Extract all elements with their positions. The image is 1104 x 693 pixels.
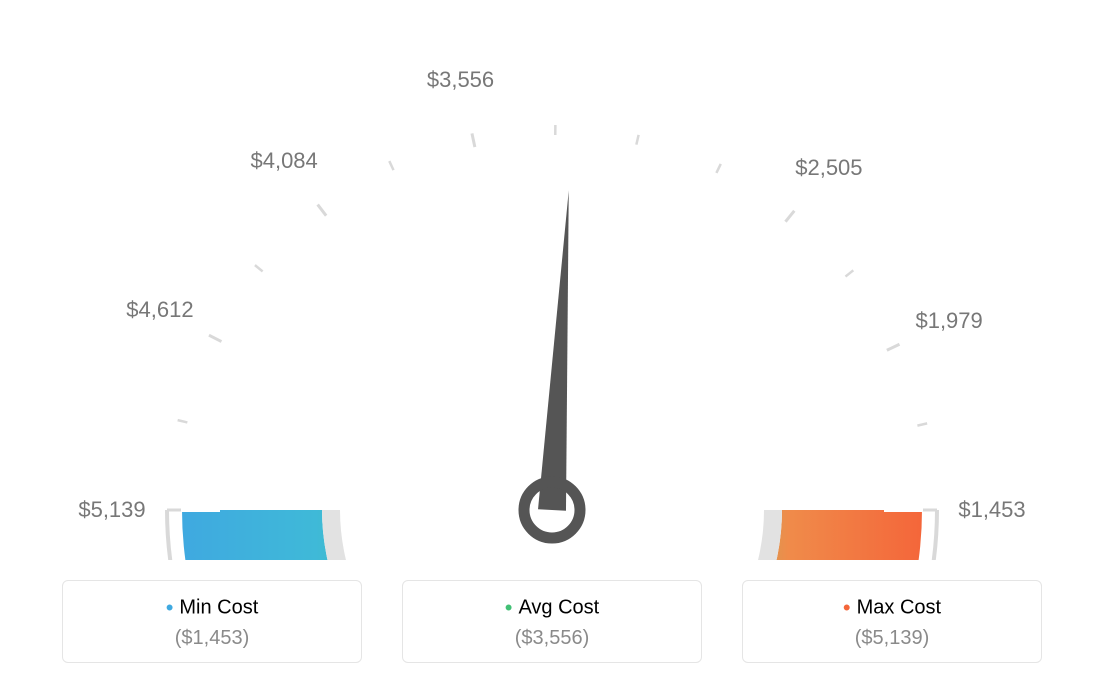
gauge-tick-label: $4,612: [126, 297, 193, 323]
legend-title-min-text: Min Cost: [179, 596, 258, 618]
gauge-tick-label: $1,979: [915, 308, 982, 334]
gauge-tick-label: $2,505: [795, 155, 862, 181]
gauge-tick-label: $4,084: [250, 148, 317, 174]
legend-card-max: • Max Cost ($5,139): [742, 580, 1042, 663]
dot-avg: •: [505, 595, 513, 620]
legend-title-min: •Min Cost: [63, 595, 361, 621]
legend-value-min: ($1,453): [63, 627, 361, 650]
legend-title-max-text: Max Cost: [857, 596, 941, 618]
legend-value-max: ($5,139): [743, 627, 1041, 650]
legend-card-min: •Min Cost ($1,453): [62, 580, 362, 663]
dot-min: •: [166, 595, 174, 620]
gauge-tick-label: $1,453: [958, 497, 1025, 523]
dot-max: •: [843, 595, 851, 620]
legend-title-avg: •Avg Cost: [403, 595, 701, 621]
legend-value-avg: ($3,556): [403, 627, 701, 650]
cost-gauge: $1,453 $1,979 $2,505 $3,556 $4,084 $4,612 $5,1…: [30, 40, 1074, 560]
legend-title-max: • Max Cost: [743, 595, 1041, 621]
legend-row: •Min Cost ($1,453) •Avg Cost ($3,556) •M…: [30, 580, 1074, 663]
gauge-tick-label: $5,139: [78, 497, 145, 523]
legend-card-avg: •Avg Cost ($3,556): [402, 580, 702, 663]
gauge-tick-label: $3,556: [427, 67, 494, 93]
legend-title-avg-text: Avg Cost: [518, 596, 599, 618]
